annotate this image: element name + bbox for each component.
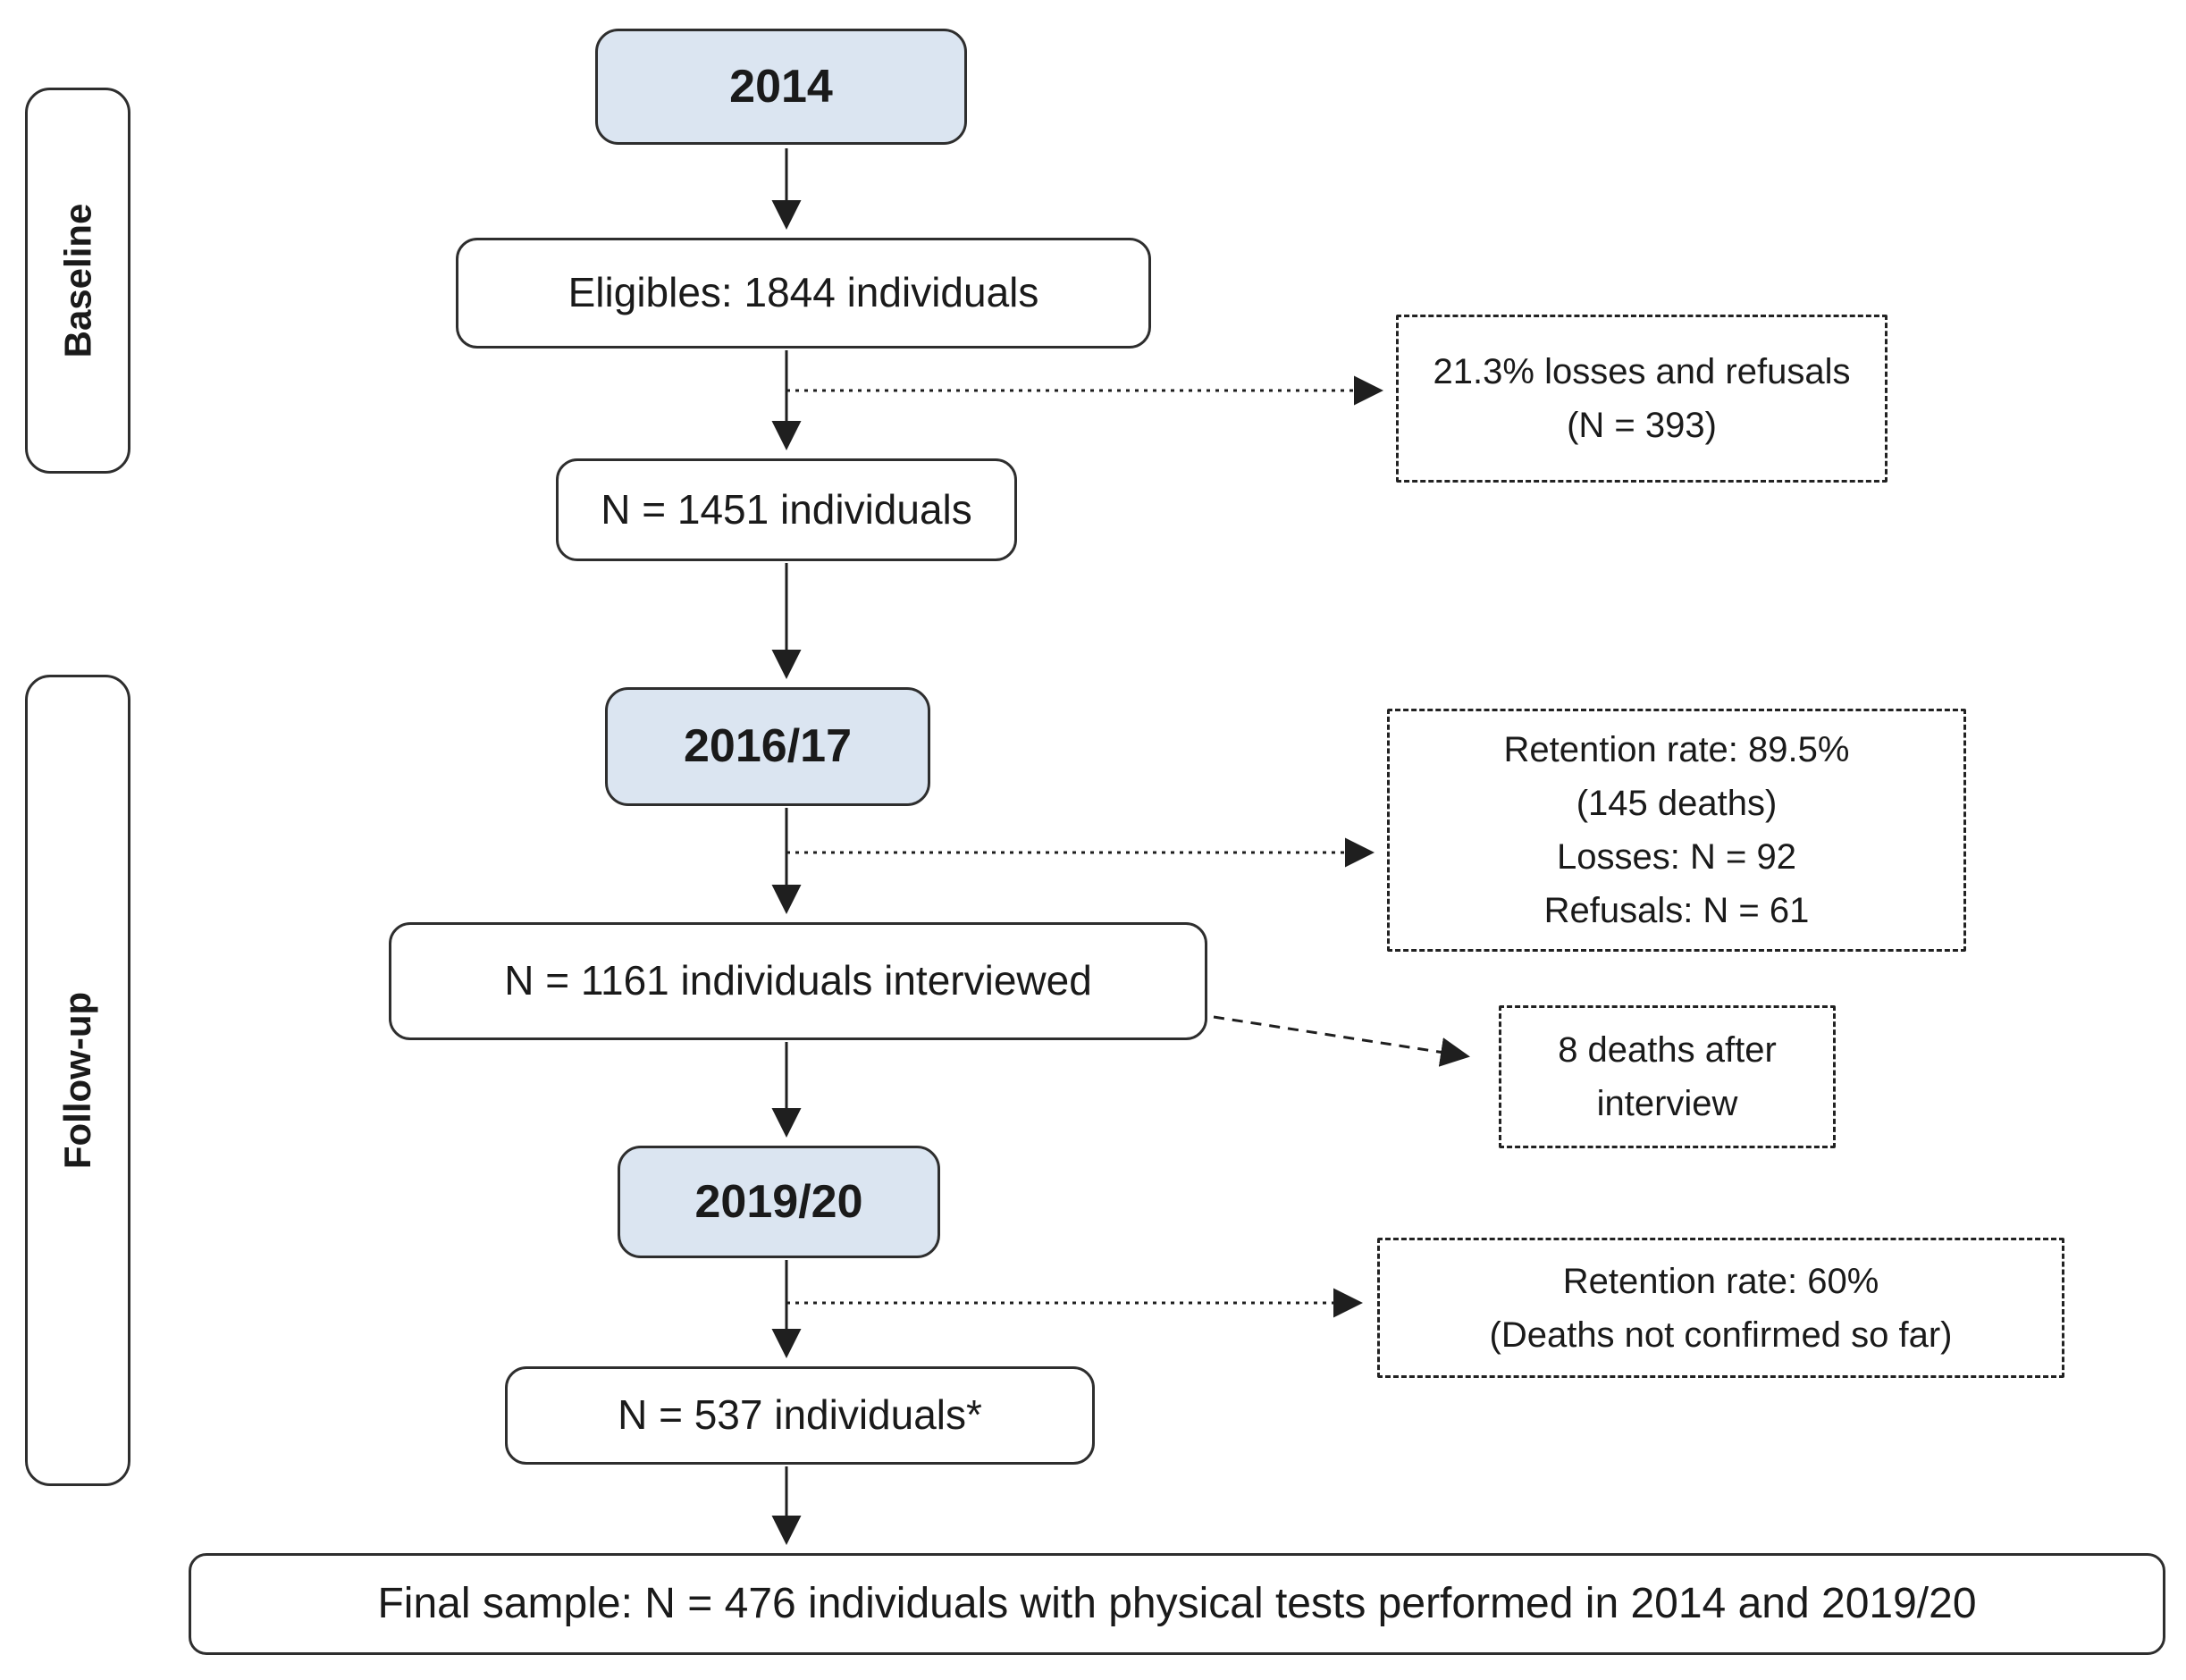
dashed-arrow-to-deaths-after-interview bbox=[1213, 1015, 1470, 1067]
node-year-2019-20: 2019/20 bbox=[618, 1146, 940, 1258]
phase-followup-text: Follow-up bbox=[56, 991, 98, 1170]
node-n-1451: N = 1451 individuals bbox=[556, 458, 1017, 561]
note-line: 8 deaths after bbox=[1558, 1030, 1777, 1070]
note-line: (N = 393) bbox=[1567, 406, 1717, 445]
note-line: Retention rate: 89.5% bbox=[1503, 730, 1850, 769]
note-retention-2016-17: Retention rate: 89.5% (145 deaths) Losse… bbox=[1387, 709, 1966, 952]
phase-label-baseline: Baseline bbox=[25, 88, 130, 474]
node-n-537: N = 537 individuals* bbox=[505, 1366, 1095, 1465]
note-deaths-after-interview: 8 deaths after interview bbox=[1499, 1005, 1836, 1148]
note-line: (Deaths not confirmed so far) bbox=[1489, 1315, 1953, 1355]
node-final-sample: Final sample: N = 476 individuals with p… bbox=[189, 1553, 2165, 1655]
node-n-1161-interviewed: N = 1161 individuals interviewed bbox=[389, 922, 1207, 1040]
phase-label-followup: Follow-up bbox=[25, 675, 130, 1486]
node-year-2014: 2014 bbox=[595, 29, 967, 145]
note-line: Refusals: N = 61 bbox=[1543, 891, 1810, 930]
node-year-2016-17: 2016/17 bbox=[605, 687, 930, 806]
note-line: Retention rate: 60% bbox=[1562, 1261, 1879, 1301]
note-losses-refusals-2014: 21.3% losses and refusals (N = 393) bbox=[1396, 315, 1888, 483]
note-line: interview bbox=[1596, 1084, 1738, 1123]
note-retention-2019-20: Retention rate: 60% (Deaths not confirme… bbox=[1377, 1238, 2064, 1378]
node-eligibles: Eligibles: 1844 individuals bbox=[456, 238, 1151, 349]
phase-baseline-text: Baseline bbox=[56, 203, 99, 358]
note-line: (145 deaths) bbox=[1576, 784, 1778, 823]
note-line: Losses: N = 92 bbox=[1557, 837, 1796, 877]
note-line: 21.3% losses and refusals bbox=[1433, 352, 1851, 391]
